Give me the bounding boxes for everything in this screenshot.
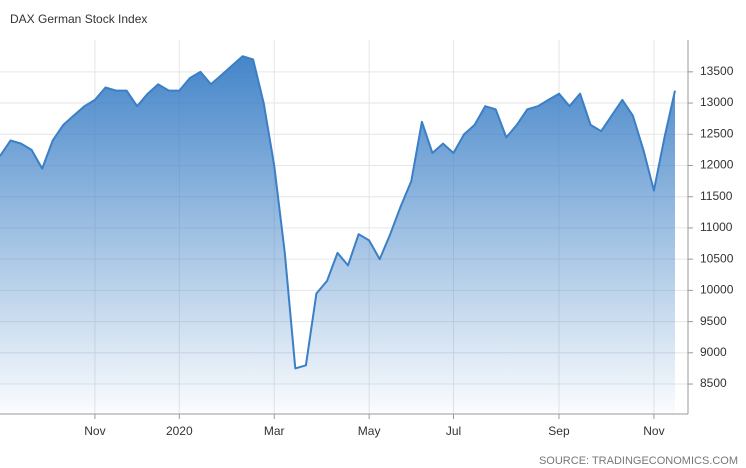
- y-tick-label: 12500: [700, 126, 734, 140]
- x-tick-label: Nov: [84, 424, 105, 438]
- chart-title: DAX German Stock Index: [10, 12, 147, 26]
- y-tick-label: 12000: [700, 158, 734, 172]
- y-tick-label: 11000: [700, 220, 733, 234]
- y-tick-label: 10000: [700, 283, 734, 297]
- x-tick-label: Jul: [446, 424, 461, 438]
- y-tick-label: 10500: [700, 251, 734, 265]
- area: [0, 56, 675, 414]
- y-tick-label: 11500: [700, 189, 733, 203]
- y-tick-label: 13500: [700, 64, 734, 78]
- x-tick-label: Nov: [643, 424, 664, 438]
- x-tick-label: Mar: [264, 424, 285, 438]
- line: [0, 55, 676, 370]
- x-tick-label: May: [358, 424, 381, 438]
- x-tick-label: Sep: [548, 424, 570, 438]
- y-tick-label: 9000: [700, 345, 727, 359]
- y-tick-label: 13000: [700, 95, 734, 109]
- x-tick-label: 2020: [166, 424, 193, 438]
- source: SOURCE: TRADINGECONOMICS.COM: [539, 455, 738, 467]
- y-tick-label: 9500: [700, 314, 727, 328]
- y-tick-label: 8500: [700, 376, 727, 390]
